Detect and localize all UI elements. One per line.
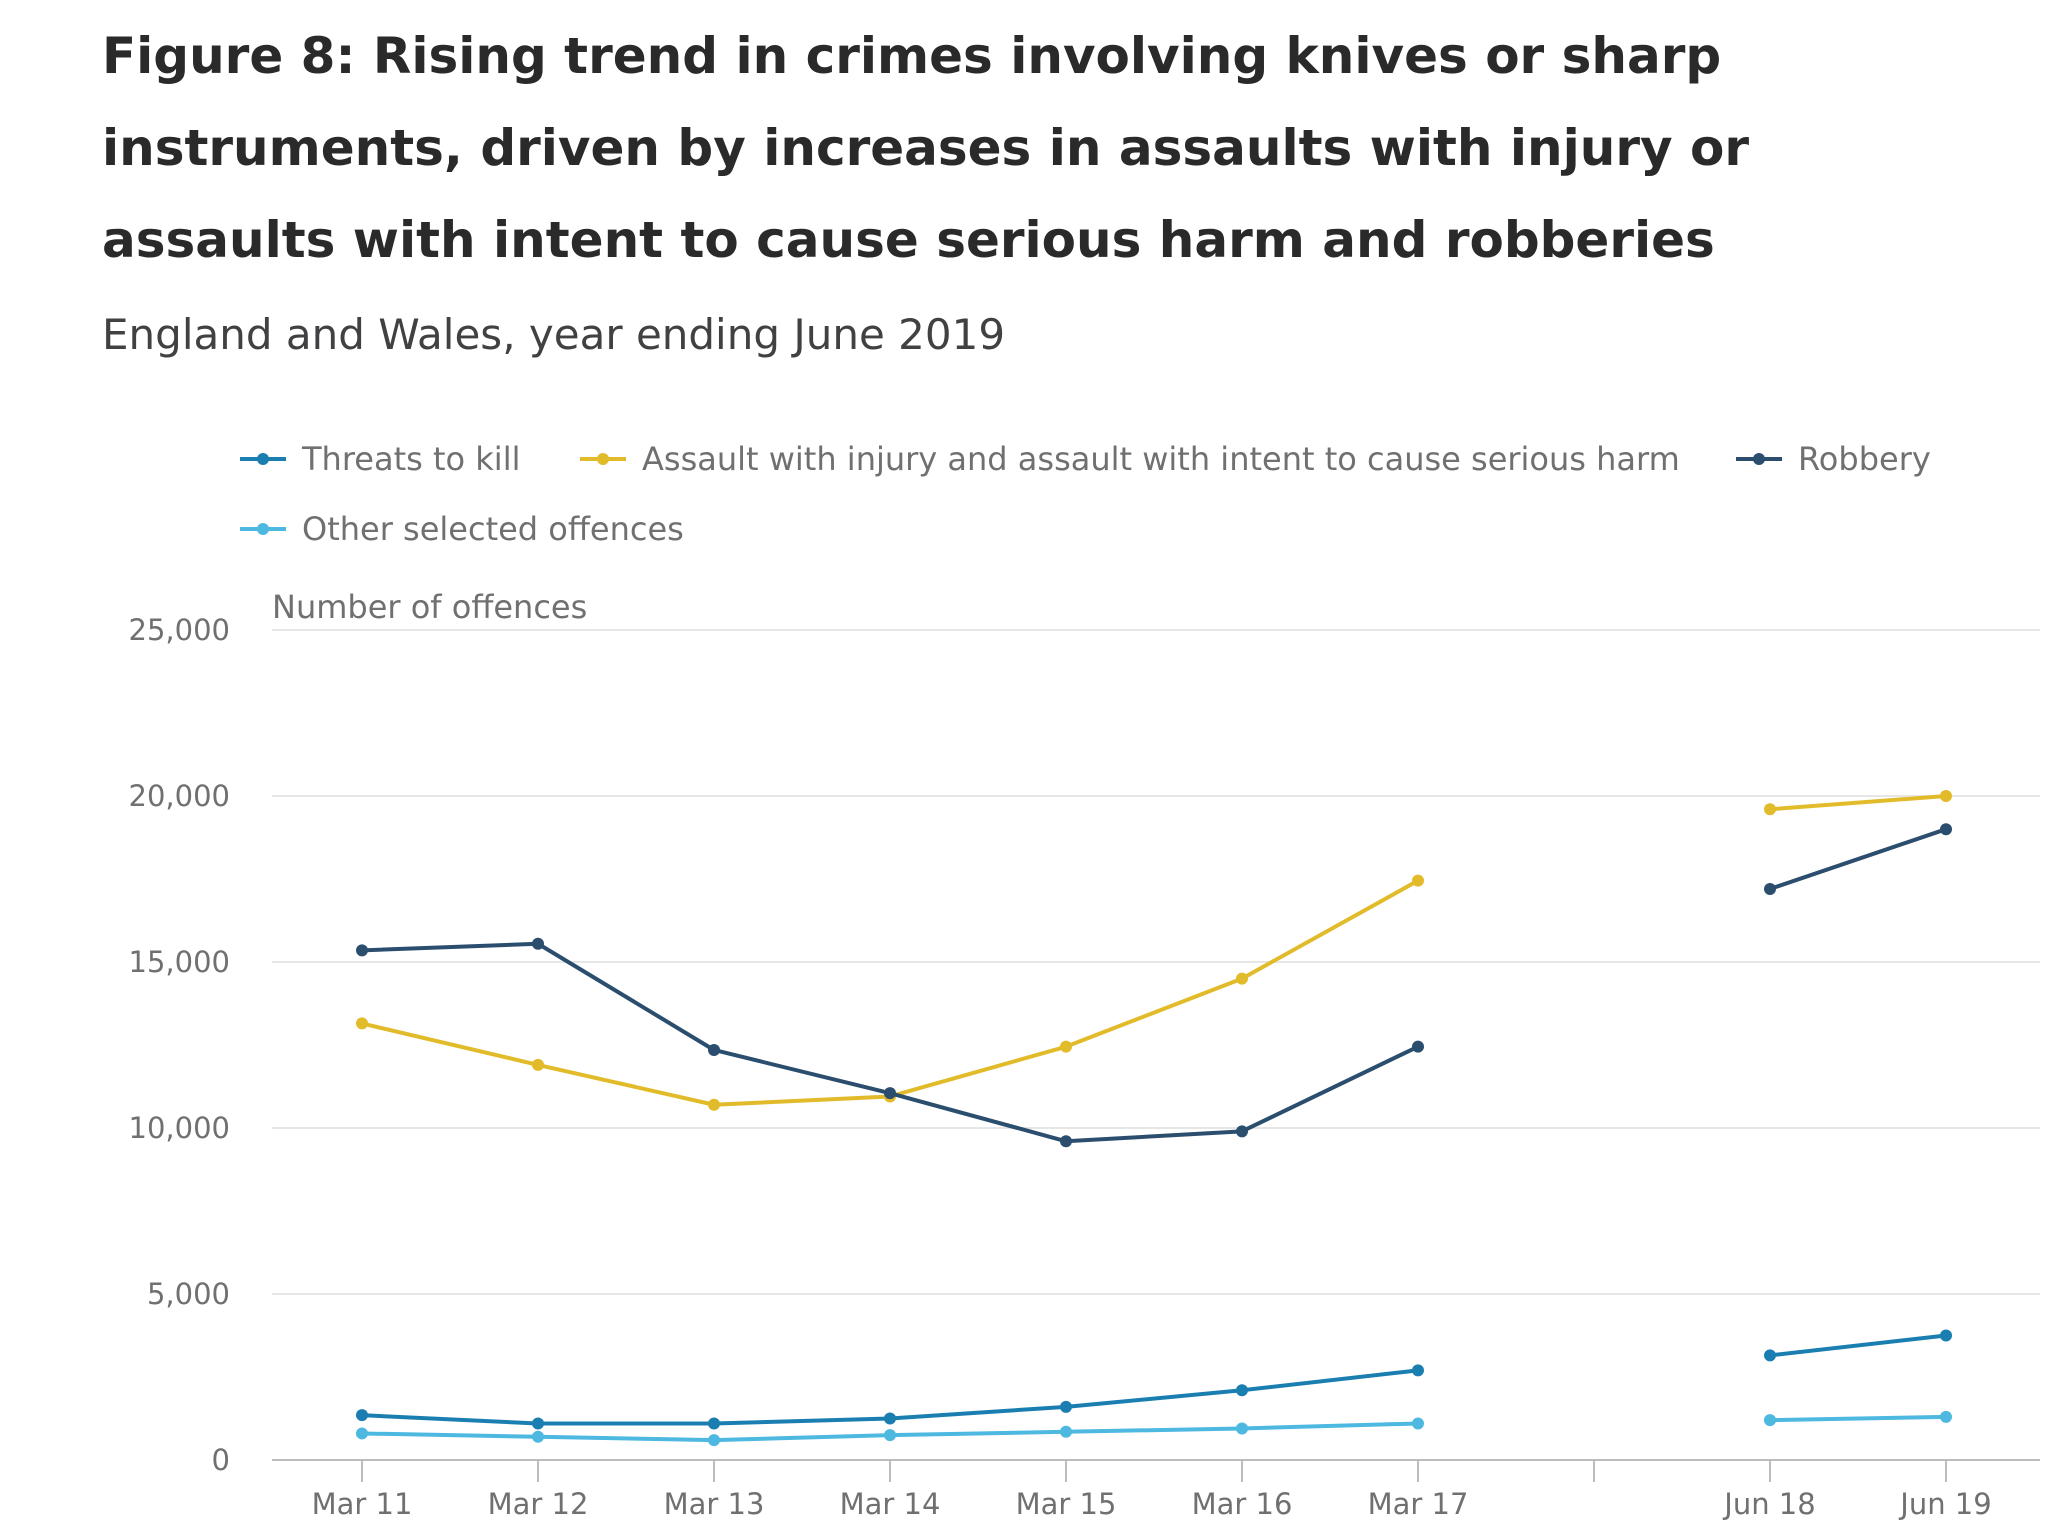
data-point[interactable] (884, 1412, 896, 1425)
data-point[interactable] (1764, 1414, 1776, 1427)
legend-line-icon (580, 453, 626, 465)
data-point[interactable] (532, 937, 544, 950)
data-point[interactable] (1060, 1425, 1072, 1438)
data-point[interactable] (356, 1017, 368, 1030)
legend-label: Other selected offences (302, 510, 684, 548)
legend-item-robbery[interactable]: Robbery (1736, 440, 1931, 478)
chart-title: Figure 8: Rising trend in crimes involvi… (102, 27, 1750, 269)
data-point[interactable] (708, 1098, 720, 1111)
series-1 (356, 790, 1952, 1111)
series-layer (356, 790, 1952, 1447)
chart-subtitle: England and Wales, year ending June 2019 (102, 310, 1006, 359)
data-point[interactable] (1412, 874, 1424, 887)
legend-label: Assault with injury and assault with int… (642, 440, 1680, 478)
data-point[interactable] (532, 1417, 544, 1430)
y-tick-label: 25,000 (129, 613, 230, 647)
legend-label: Threats to kill (302, 440, 521, 478)
series-line (1769, 794, 1947, 812)
legend-line-icon (1736, 453, 1782, 465)
series-3 (356, 1410, 1952, 1447)
data-point[interactable] (1060, 1400, 1072, 1413)
data-point[interactable] (1764, 882, 1776, 895)
data-point[interactable] (1236, 1422, 1248, 1435)
data-point[interactable] (532, 1430, 544, 1443)
data-point[interactable] (356, 1427, 368, 1440)
y-tick-label: 5,000 (147, 1277, 230, 1311)
data-point[interactable] (1236, 1125, 1248, 1138)
x-tick-label: Mar 17 (1368, 1487, 1469, 1521)
series-line (361, 941, 1419, 1144)
data-point[interactable] (1940, 790, 1952, 802)
x-tick-label: Mar 13 (664, 1487, 765, 1521)
legend-marker (257, 453, 269, 465)
series-line (1769, 827, 1947, 891)
data-point[interactable] (1764, 803, 1776, 816)
gridlines (272, 629, 2040, 1295)
axes: 0 5,000 10,000 15,000 20,000 25,000 Mar 11 Mar … (129, 613, 2040, 1521)
data-point[interactable] (1940, 1410, 1952, 1423)
legend-label: Robbery (1798, 440, 1931, 478)
legend-marker (1753, 453, 1765, 465)
series-0 (356, 1329, 1952, 1430)
data-point[interactable] (532, 1058, 544, 1071)
data-point[interactable] (1764, 1349, 1776, 1362)
x-tick-label: Mar 12 (488, 1487, 589, 1521)
x-tick-label: Mar 16 (1192, 1487, 1293, 1521)
data-point[interactable] (884, 1429, 896, 1442)
x-tick-label: Mar 15 (1016, 1487, 1117, 1521)
x-tick-label: Mar 14 (840, 1487, 941, 1521)
data-point[interactable] (1940, 823, 1952, 836)
y-tick-label: 10,000 (129, 1111, 230, 1145)
legend-item-threats-to-kill[interactable]: Threats to kill (240, 440, 520, 478)
series-2 (356, 823, 1952, 1148)
data-point[interactable] (1940, 1329, 1952, 1342)
data-point[interactable] (1412, 1040, 1424, 1053)
data-point[interactable] (1412, 1417, 1424, 1430)
legend-item-assault[interactable]: Assault with injury and assault with int… (580, 440, 1680, 478)
y-tick-label: 15,000 (129, 945, 230, 979)
data-point[interactable] (1060, 1040, 1072, 1053)
data-point[interactable] (1236, 972, 1248, 985)
legend-line-icon (240, 523, 286, 535)
legend-item-other-selected-offences[interactable]: Other selected offences (240, 510, 684, 548)
y-tick-label: 0 (212, 1443, 230, 1477)
data-point[interactable] (708, 1434, 720, 1447)
series-line (361, 878, 1419, 1107)
x-tick-label: Jun 19 (1898, 1487, 1991, 1521)
data-point[interactable] (356, 944, 368, 957)
series-line (1769, 1333, 1947, 1358)
data-point[interactable] (884, 1087, 896, 1100)
x-tick-label: Mar 11 (312, 1487, 413, 1521)
legend-marker (597, 453, 609, 465)
data-point[interactable] (708, 1043, 720, 1056)
data-point[interactable] (356, 1409, 368, 1422)
data-point[interactable] (708, 1417, 720, 1430)
data-point[interactable] (1412, 1364, 1424, 1377)
data-point[interactable] (1236, 1384, 1248, 1397)
legend-marker (257, 523, 269, 535)
x-tick-label: Jun 18 (1722, 1487, 1815, 1521)
y-tick-label: 20,000 (129, 779, 230, 813)
data-point[interactable] (1060, 1135, 1072, 1148)
y-axis-title: Number of offences (272, 588, 587, 626)
series-line (1769, 1414, 1947, 1423)
legend-line-icon (240, 453, 286, 465)
